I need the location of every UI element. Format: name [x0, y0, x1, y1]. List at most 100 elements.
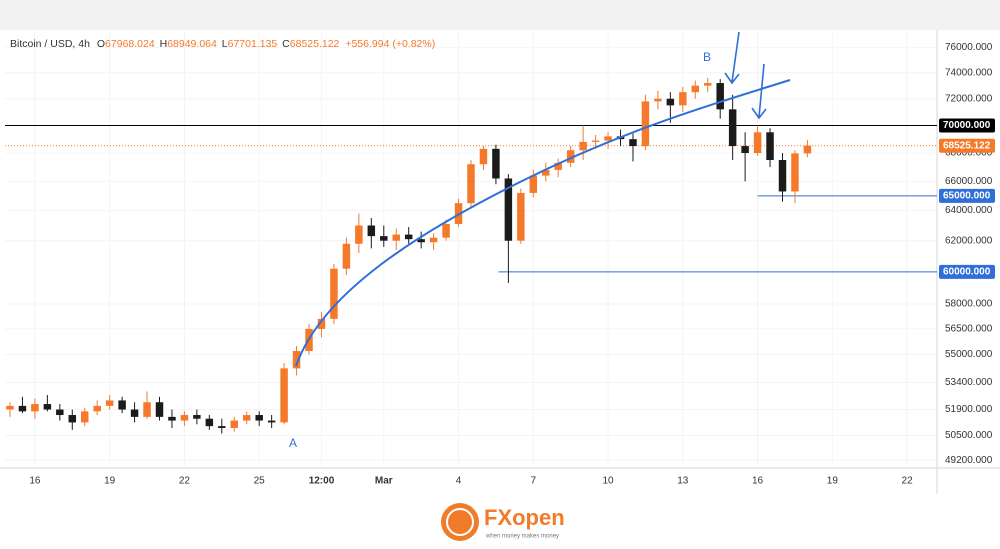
ohlc-label: H [160, 38, 168, 50]
y-tick-label: 74000.000 [945, 67, 993, 78]
trend-curve [295, 79, 791, 367]
current-price-label: 68525.122 [943, 140, 991, 151]
x-tick-label: Mar [375, 476, 393, 487]
level-label: 60000.000 [943, 266, 991, 277]
candle-body [330, 268, 338, 319]
candle-body [93, 405, 101, 412]
candle-body [130, 409, 139, 417]
candle-body [579, 141, 587, 151]
candle-body [728, 109, 737, 147]
candle-body [542, 169, 550, 176]
annotation: B [703, 50, 711, 64]
candle-body [155, 402, 164, 417]
candle-body [492, 148, 500, 179]
y-tick-label: 62000.000 [945, 235, 993, 246]
grid [5, 30, 937, 468]
y-tick-label: 56500.000 [945, 324, 993, 335]
footer-background [0, 494, 1000, 549]
candle-body [355, 225, 363, 244]
x-tick-label: 25 [254, 476, 266, 487]
level-label: 65000.000 [943, 190, 991, 201]
candle-body [591, 140, 600, 142]
candle-body [517, 192, 525, 241]
logo-tagline: when money makes money [485, 534, 559, 540]
candle-body [367, 225, 376, 237]
y-tick-label: 55000.000 [945, 349, 993, 360]
candle-body [31, 404, 39, 412]
ohlc-value: 67701.135 [228, 38, 278, 50]
ohlc-value: 68949.064 [167, 38, 217, 50]
candle-body [143, 402, 151, 417]
annotation: A [289, 436, 297, 450]
y-tick-label: 50500.000 [945, 430, 993, 441]
y-tick-label: 58000.000 [945, 299, 993, 310]
y-tick-label: 51900.000 [945, 404, 993, 415]
candle-body [205, 418, 214, 427]
x-tick-label: 12:00 [309, 476, 335, 487]
chart-title: Bitcoin / USD, 4h [10, 38, 90, 50]
candle-body [180, 415, 189, 421]
logo: FXopen when money makes money [441, 503, 565, 541]
arrow [724, 31, 740, 85]
x-tick-label: 16 [29, 476, 41, 487]
candle-body [691, 85, 700, 93]
y-tick-label: 64000.000 [945, 205, 993, 216]
candle-body [56, 409, 64, 416]
ohlc-label: C [282, 38, 290, 50]
candle-body [791, 153, 799, 192]
candle-body [81, 411, 89, 423]
level-label: 70000.000 [943, 120, 991, 131]
candles [6, 77, 812, 434]
candle-body [604, 136, 612, 141]
candle-body [392, 234, 400, 241]
level-label-box [939, 264, 995, 279]
candle-body [68, 415, 77, 423]
candle-body [479, 148, 488, 165]
candle-body [666, 98, 675, 106]
ohlc-value: 68525.122 [290, 38, 340, 50]
arrow [751, 63, 767, 120]
level-label-box [939, 118, 995, 133]
x-tick-label: 7 [531, 476, 537, 487]
candle-body [404, 234, 413, 240]
change: +556.994 (+0.82%) [345, 38, 435, 50]
candle-body [218, 426, 226, 428]
candle-body [629, 139, 637, 147]
x-tick-label: 19 [827, 476, 839, 487]
candle-body [43, 404, 52, 410]
candle-body [442, 224, 450, 238]
candle-body [778, 160, 787, 192]
y-tick-label: 76000.000 [945, 42, 993, 53]
chart-header: Bitcoin / USD, 4h O67968.024 H68949.064 … [10, 38, 435, 50]
x-tick-label: 13 [677, 476, 689, 487]
candle-body [193, 415, 201, 419]
candle-body [679, 92, 687, 106]
candle-body [18, 405, 27, 412]
candle-body [342, 243, 351, 269]
ohlc-value: 67968.024 [105, 38, 155, 50]
candle-body [716, 83, 724, 110]
logo-brand: FXopen [484, 505, 565, 530]
y-tick-label: 49200.000 [945, 455, 993, 466]
candle-body [504, 178, 513, 241]
candle-body [429, 237, 438, 243]
candle-body [105, 400, 114, 406]
candle-body [380, 236, 388, 241]
candle-body [753, 132, 762, 154]
candle-body [317, 318, 326, 329]
current-price-box [939, 138, 995, 153]
logo-ring [446, 508, 474, 536]
x-tick-label: 22 [179, 476, 191, 487]
candle-body [566, 150, 575, 163]
candle-body [641, 101, 650, 147]
x-tick-label: 10 [602, 476, 614, 487]
y-tick-label: 68000.000 [945, 148, 993, 159]
ohlc-label: L [222, 38, 228, 50]
x-tick-label: 16 [752, 476, 764, 487]
y-tick-label: 53400.000 [945, 377, 993, 388]
y-tick-label: 66000.000 [945, 176, 993, 187]
candle-body [280, 368, 288, 423]
candle-body [6, 405, 14, 410]
candle-body [230, 420, 238, 428]
